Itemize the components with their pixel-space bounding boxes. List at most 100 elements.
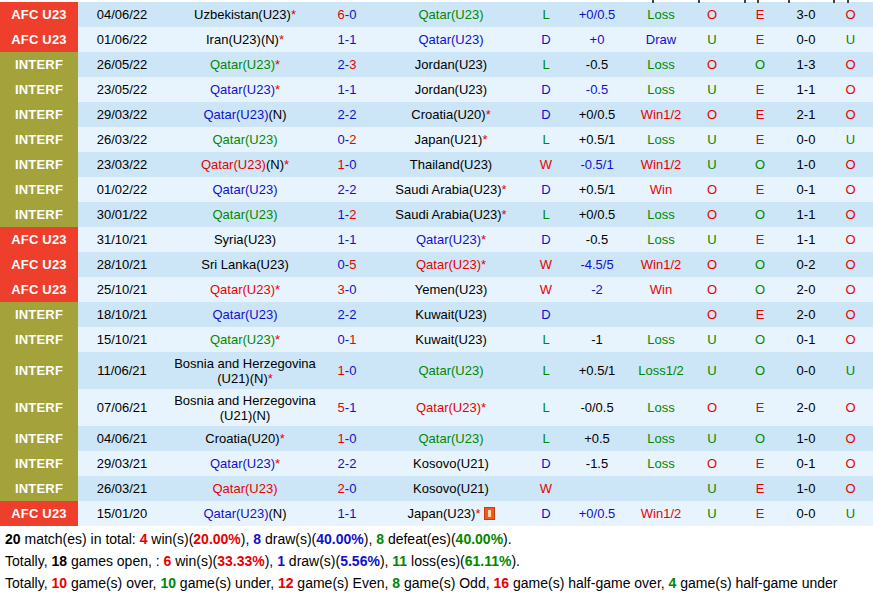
home-team[interactable]: Qatar(U23) xyxy=(166,127,324,152)
result-letter-segment: D xyxy=(541,182,550,197)
away-team[interactable]: Japan(U23)* xyxy=(370,501,532,526)
away-team[interactable]: Qatar(U23) xyxy=(370,27,532,52)
away-team[interactable]: Yemen(U23) xyxy=(370,277,532,302)
full-time-score[interactable]: 1-1 xyxy=(324,77,370,102)
home-team[interactable]: Qatar(U23)* xyxy=(166,77,324,102)
away-team-text: Qatar(U23)* xyxy=(416,257,486,272)
full-time-score[interactable]: 1-1 xyxy=(324,27,370,52)
home-team[interactable]: Qatar(U23)* xyxy=(166,327,324,352)
away-team[interactable]: Qatar(U23) xyxy=(370,426,532,451)
league-badge[interactable]: AFC U23 xyxy=(0,252,78,277)
league-badge[interactable]: INTERF xyxy=(0,389,78,426)
full-time-score[interactable]: 2-2 xyxy=(324,302,370,327)
half-over-under: U xyxy=(828,127,873,152)
league-badge[interactable]: AFC U23 xyxy=(0,227,78,252)
over-under-text: U xyxy=(707,481,716,496)
away-team[interactable]: Kosovo(U21) xyxy=(370,476,532,501)
summary-line-segment: 40.00% xyxy=(456,531,503,547)
full-time-score[interactable]: 1-1 xyxy=(324,227,370,252)
full-time-score[interactable]: 2-2 xyxy=(324,102,370,127)
league-badge[interactable]: INTERF xyxy=(0,426,78,451)
away-team[interactable]: Qatar(U23) xyxy=(370,352,532,389)
league-badge[interactable]: INTERF xyxy=(0,302,78,327)
league-badge[interactable]: INTERF xyxy=(0,451,78,476)
full-time-score[interactable]: 2-3 xyxy=(324,52,370,77)
league-badge[interactable]: INTERF xyxy=(0,177,78,202)
full-time-score[interactable]: 1-0 xyxy=(324,352,370,389)
home-team[interactable]: Iran(U23)(N)* xyxy=(166,27,324,52)
full-time-score[interactable]: 0-5 xyxy=(324,252,370,277)
away-team[interactable]: Kuwait(U23) xyxy=(370,327,532,352)
full-time-score[interactable]: 0-1 xyxy=(324,327,370,352)
league-badge[interactable]: INTERF xyxy=(0,52,78,77)
league-badge[interactable]: INTERF xyxy=(0,327,78,352)
half-time-score-text: 0-1 xyxy=(797,182,816,197)
asian-handicap-segment: +0.5/1 xyxy=(579,132,616,147)
home-team[interactable]: Qatar(U23) xyxy=(166,302,324,327)
full-time-score[interactable]: 1-1 xyxy=(324,501,370,526)
league-badge[interactable]: INTERF xyxy=(0,77,78,102)
league-badge[interactable]: AFC U23 xyxy=(0,2,78,27)
away-team[interactable]: Kosovo(U21) xyxy=(370,451,532,476)
full-time-score[interactable]: 0-2 xyxy=(324,127,370,152)
away-team[interactable]: Qatar(U23)* xyxy=(370,227,532,252)
home-team[interactable]: Qatar(U23) xyxy=(166,202,324,227)
away-team[interactable]: Qatar(U23) xyxy=(370,2,532,27)
full-time-score[interactable]: 6-0 xyxy=(324,2,370,27)
match-date-segment: 26/03/22 xyxy=(97,132,148,147)
league-badge[interactable]: AFC U23 xyxy=(0,277,78,302)
home-team[interactable]: Croatia(U20)* xyxy=(166,426,324,451)
home-team[interactable]: Bosnia and Herzegovina (U21)(N) xyxy=(166,389,324,426)
away-team[interactable]: Jordan(U23) xyxy=(370,52,532,77)
full-time-score[interactable]: 2-2 xyxy=(324,451,370,476)
match-date-segment: 18/10/21 xyxy=(97,307,148,322)
home-team[interactable]: Qatar(U23)* xyxy=(166,277,324,302)
full-time-score[interactable]: 2-0 xyxy=(324,476,370,501)
league-badge[interactable]: AFC U23 xyxy=(0,27,78,52)
even-odd-segment: O xyxy=(755,207,765,222)
away-team[interactable]: Thailand(U23) xyxy=(370,152,532,177)
full-time-score[interactable]: 3-0 xyxy=(324,277,370,302)
league-badge[interactable]: AFC U23 xyxy=(0,501,78,526)
league-badge[interactable]: INTERF xyxy=(0,476,78,501)
match-row: INTERF11/06/21Bosnia and Herzegovina (U2… xyxy=(0,352,873,389)
half-time-score-text: 2-0 xyxy=(797,307,816,322)
league-badge[interactable]: INTERF xyxy=(0,352,78,389)
home-team[interactable]: Qatar(U23)(N)* xyxy=(166,152,324,177)
half-time-score-text: 0-0 xyxy=(797,32,816,47)
home-team[interactable]: Syria(U23) xyxy=(166,227,324,252)
away-team[interactable]: Qatar(U23)* xyxy=(370,252,532,277)
match-date: 26/03/22 xyxy=(78,127,166,152)
league-badge[interactable]: INTERF xyxy=(0,202,78,227)
over-under-segment: U xyxy=(707,332,716,347)
away-team[interactable]: Saudi Arabia(U23)* xyxy=(370,202,532,227)
home-team[interactable]: Bosnia and Herzegovina (U21)(N)* xyxy=(166,352,324,389)
league-badge[interactable]: INTERF xyxy=(0,152,78,177)
league-badge[interactable]: INTERF xyxy=(0,127,78,152)
half-over-under: O xyxy=(828,476,873,501)
full-time-score[interactable]: 1-0 xyxy=(324,152,370,177)
home-team[interactable]: Qatar(U23)* xyxy=(166,451,324,476)
home-team[interactable]: Qatar(U23)(N) xyxy=(166,501,324,526)
league-badge[interactable]: INTERF xyxy=(0,102,78,127)
home-team[interactable]: Uzbekistan(U23)* xyxy=(166,2,324,27)
home-team[interactable]: Sri Lanka(U23) xyxy=(166,252,324,277)
full-time-score[interactable]: 1-0 xyxy=(324,426,370,451)
handicap-result-segment: Loss xyxy=(647,431,674,446)
away-team[interactable]: Japan(U21)* xyxy=(370,127,532,152)
half-time-score-text: 2-0 xyxy=(797,282,816,297)
home-team[interactable]: Qatar(U23)* xyxy=(166,52,324,77)
home-team[interactable]: Qatar(U23) xyxy=(166,177,324,202)
home-team[interactable]: Qatar(U23) xyxy=(166,476,324,501)
away-team[interactable]: Kuwait(U23) xyxy=(370,302,532,327)
full-time-score[interactable]: 2-2 xyxy=(324,177,370,202)
away-team[interactable]: Qatar(U23)* xyxy=(370,389,532,426)
full-time-score[interactable]: 5-1 xyxy=(324,389,370,426)
away-team[interactable]: Jordan(U23) xyxy=(370,77,532,102)
asian-handicap-segment: -0.5/1 xyxy=(580,157,613,172)
away-team[interactable]: Croatia(U20)* xyxy=(370,102,532,127)
home-team[interactable]: Qatar(U23)(N) xyxy=(166,102,324,127)
full-time-score[interactable]: 1-2 xyxy=(324,202,370,227)
asian-handicap: +0.5 xyxy=(560,426,634,451)
away-team[interactable]: Saudi Arabia(U23)* xyxy=(370,177,532,202)
